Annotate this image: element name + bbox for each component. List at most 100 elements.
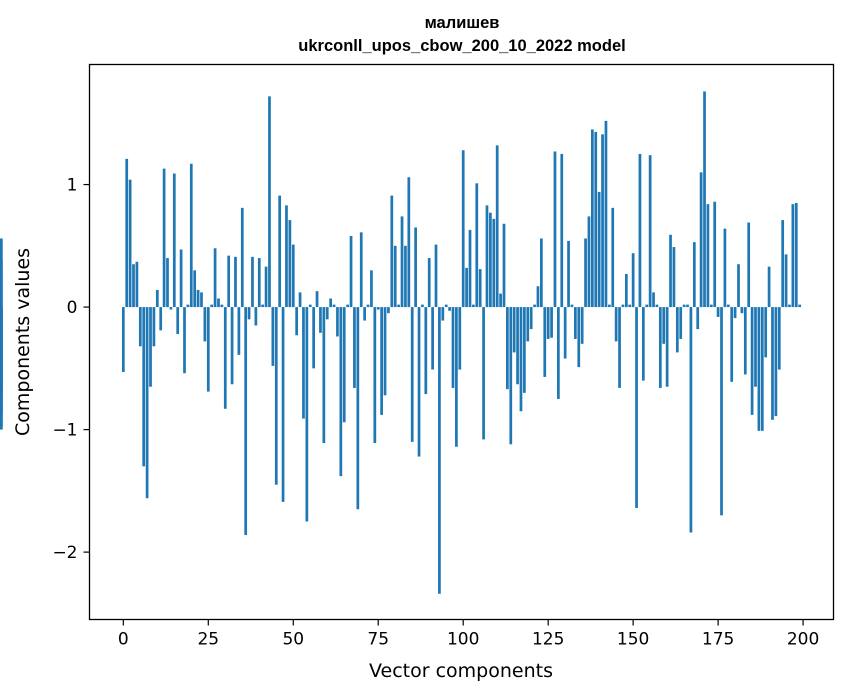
bar-152 — [638, 153, 642, 308]
bar-169 — [696, 307, 700, 330]
bar-115 — [512, 307, 516, 353]
bar-157 — [655, 304, 659, 308]
bar-160 — [665, 307, 669, 387]
bar-195 — [784, 254, 788, 308]
bar-184 — [747, 222, 751, 308]
bar-42 — [264, 266, 268, 308]
chart-title-line-2: ukrconll_upos_cbow_200_10_2022 model — [298, 37, 625, 55]
bar-52 — [298, 292, 302, 308]
bar-96 — [448, 307, 451, 311]
x-tick-label: 200 — [787, 630, 819, 650]
bar-53 — [302, 307, 305, 419]
bar-123 — [540, 238, 543, 308]
bar-49 — [288, 220, 292, 308]
bar-199 — [798, 304, 802, 308]
bar-31 — [227, 255, 231, 308]
bar-170 — [699, 172, 703, 308]
bar-108 — [489, 212, 492, 308]
bar-98 — [455, 307, 458, 447]
bar-24 — [203, 307, 207, 342]
bar-100 — [461, 150, 465, 308]
bar-86 — [414, 227, 417, 308]
bar-167 — [689, 307, 693, 533]
bar-149 — [628, 304, 632, 308]
bar-196 — [788, 304, 791, 308]
bar-34 — [237, 307, 241, 355]
bar-41 — [261, 304, 265, 308]
bar-73 — [370, 270, 373, 308]
bar-10 — [155, 289, 159, 308]
bar-159 — [662, 307, 666, 344]
bar-83 — [404, 245, 407, 308]
bar-36 — [244, 307, 248, 535]
bar-25 — [206, 307, 210, 392]
bar-51 — [295, 307, 299, 336]
bar-162 — [672, 247, 676, 308]
bar-119 — [526, 307, 530, 342]
bar-54 — [305, 307, 309, 522]
bar-182 — [740, 307, 744, 314]
bar-76 — [380, 307, 383, 415]
bar-15 — [172, 173, 176, 308]
bar-61 — [329, 298, 333, 308]
bar-105 — [478, 269, 482, 308]
bar-59 — [322, 307, 326, 444]
bar-19 — [186, 304, 190, 308]
bar-101 — [465, 267, 468, 308]
bar-82 — [400, 216, 404, 308]
bar-153 — [641, 307, 645, 381]
bar-99 — [458, 307, 462, 370]
bar-141 — [601, 134, 604, 308]
bar-33 — [234, 256, 237, 308]
x-tick-label: 25 — [197, 630, 219, 650]
bar-140 — [597, 191, 601, 308]
bar-194 — [781, 220, 785, 308]
bar-44 — [271, 307, 275, 366]
bar-77 — [383, 307, 387, 396]
bar-107 — [485, 205, 489, 308]
x-tick-label: 100 — [447, 630, 479, 650]
bar-111 — [499, 293, 502, 308]
bar-102 — [468, 229, 472, 308]
y-tick-label: −2 — [52, 543, 77, 563]
x-tick-label: 175 — [702, 630, 734, 650]
bar-18 — [183, 307, 186, 374]
bar-92 — [434, 244, 438, 308]
bars-group — [0, 91, 802, 594]
bar-80 — [393, 245, 397, 308]
bar-132 — [570, 304, 574, 308]
chart-title-line-1: малишев — [425, 14, 500, 32]
bar-64 — [339, 307, 343, 477]
bar-148 — [624, 274, 628, 308]
x-tick-label: 75 — [367, 630, 389, 650]
bar-27 — [213, 248, 217, 308]
bar-undefined — [0, 260, 3, 308]
bar-26 — [210, 304, 214, 308]
bar-81 — [397, 304, 400, 308]
bar-93 — [438, 307, 441, 594]
x-axis-ticks: 0 25 50 75 100 125 150 175 200 — [118, 619, 819, 650]
bar-87 — [417, 307, 421, 457]
bar-28 — [217, 298, 220, 308]
bar-57 — [315, 291, 319, 308]
bar-178 — [726, 304, 730, 308]
bar-145 — [614, 307, 618, 342]
bar-50 — [291, 244, 295, 308]
bar-38 — [251, 256, 254, 308]
bar-4 — [135, 261, 139, 308]
bar-155 — [648, 155, 652, 308]
bar-56 — [312, 307, 316, 369]
bar-16 — [176, 307, 180, 335]
bar-190 — [767, 266, 771, 308]
bar-183 — [743, 307, 747, 375]
bar-193 — [777, 307, 781, 370]
bar-95 — [444, 304, 448, 308]
bar-3 — [132, 264, 135, 308]
bar-69 — [356, 307, 360, 510]
bar-23 — [200, 292, 203, 308]
bar-121 — [533, 304, 536, 308]
bar-20 — [189, 163, 193, 308]
bar-21 — [193, 270, 197, 308]
